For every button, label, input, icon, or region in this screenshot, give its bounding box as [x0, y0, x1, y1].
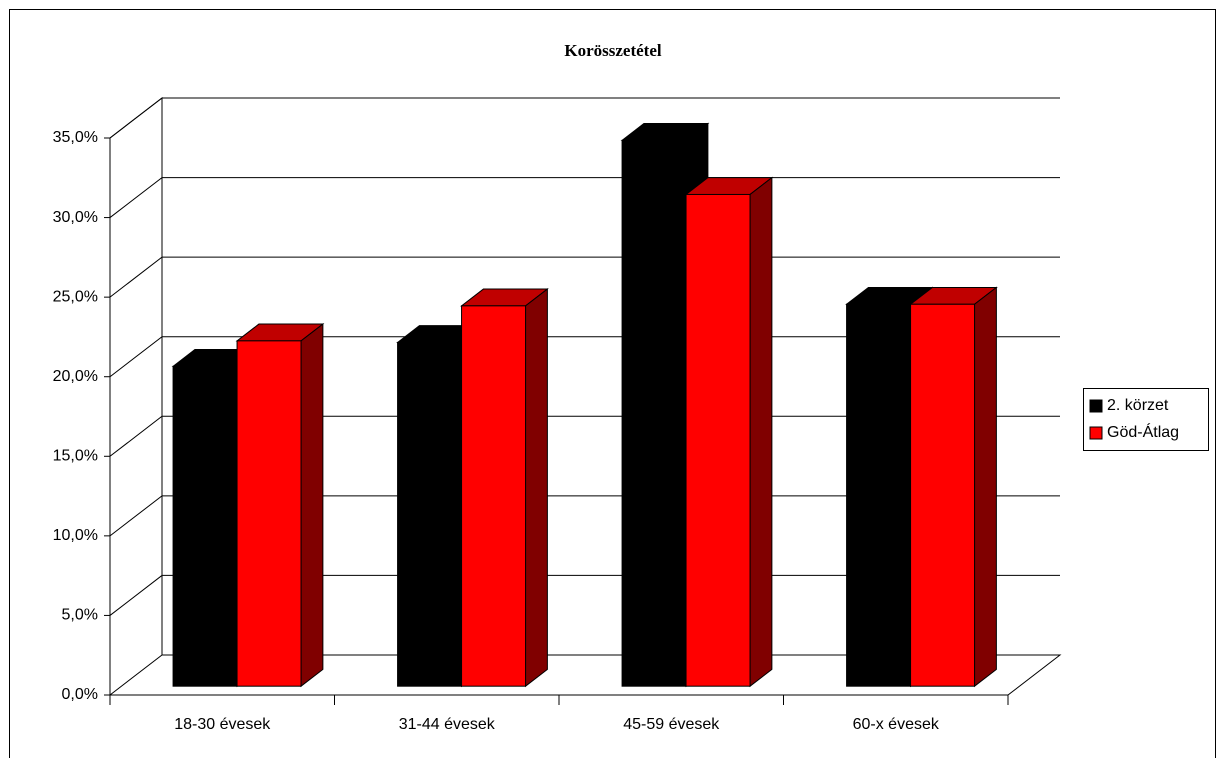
bar-side	[300, 323, 324, 688]
bar	[846, 303, 912, 687]
bar	[910, 303, 976, 687]
bar	[461, 305, 527, 687]
x-tick-label: 31-44 évesek	[399, 716, 496, 733]
x-tick-label: 45-59 évesek	[623, 716, 720, 733]
legend-swatch	[1089, 426, 1103, 440]
y-tick-label: 5,0%	[62, 607, 98, 624]
y-tick-label: 35,0%	[53, 129, 98, 146]
bar-side	[974, 286, 997, 688]
x-tick-label: 60-x évesek	[853, 716, 940, 733]
grid-line	[109, 97, 1060, 139]
legend-label: Göd-Átlag	[1107, 422, 1179, 441]
bar	[236, 340, 302, 687]
y-tick-label: 20,0%	[53, 368, 98, 385]
legend-label: 2. körzet	[1107, 397, 1169, 414]
y-tick-label: 0,0%	[62, 686, 98, 703]
y-tick-label: 25,0%	[53, 288, 98, 305]
bar-side	[525, 288, 548, 688]
bar	[172, 365, 238, 687]
bar	[621, 139, 687, 687]
legend-swatch	[1089, 399, 1103, 413]
bar	[685, 193, 751, 687]
bar-side	[749, 176, 773, 688]
bar	[397, 341, 463, 687]
chart-title: Korösszetétel	[564, 41, 662, 60]
y-tick-label: 10,0%	[53, 527, 98, 544]
y-tick-label: 15,0%	[53, 448, 98, 465]
x-tick-label: 18-30 évesek	[174, 716, 271, 733]
legend-box	[1083, 388, 1209, 451]
y-tick-label: 30,0%	[53, 209, 98, 226]
